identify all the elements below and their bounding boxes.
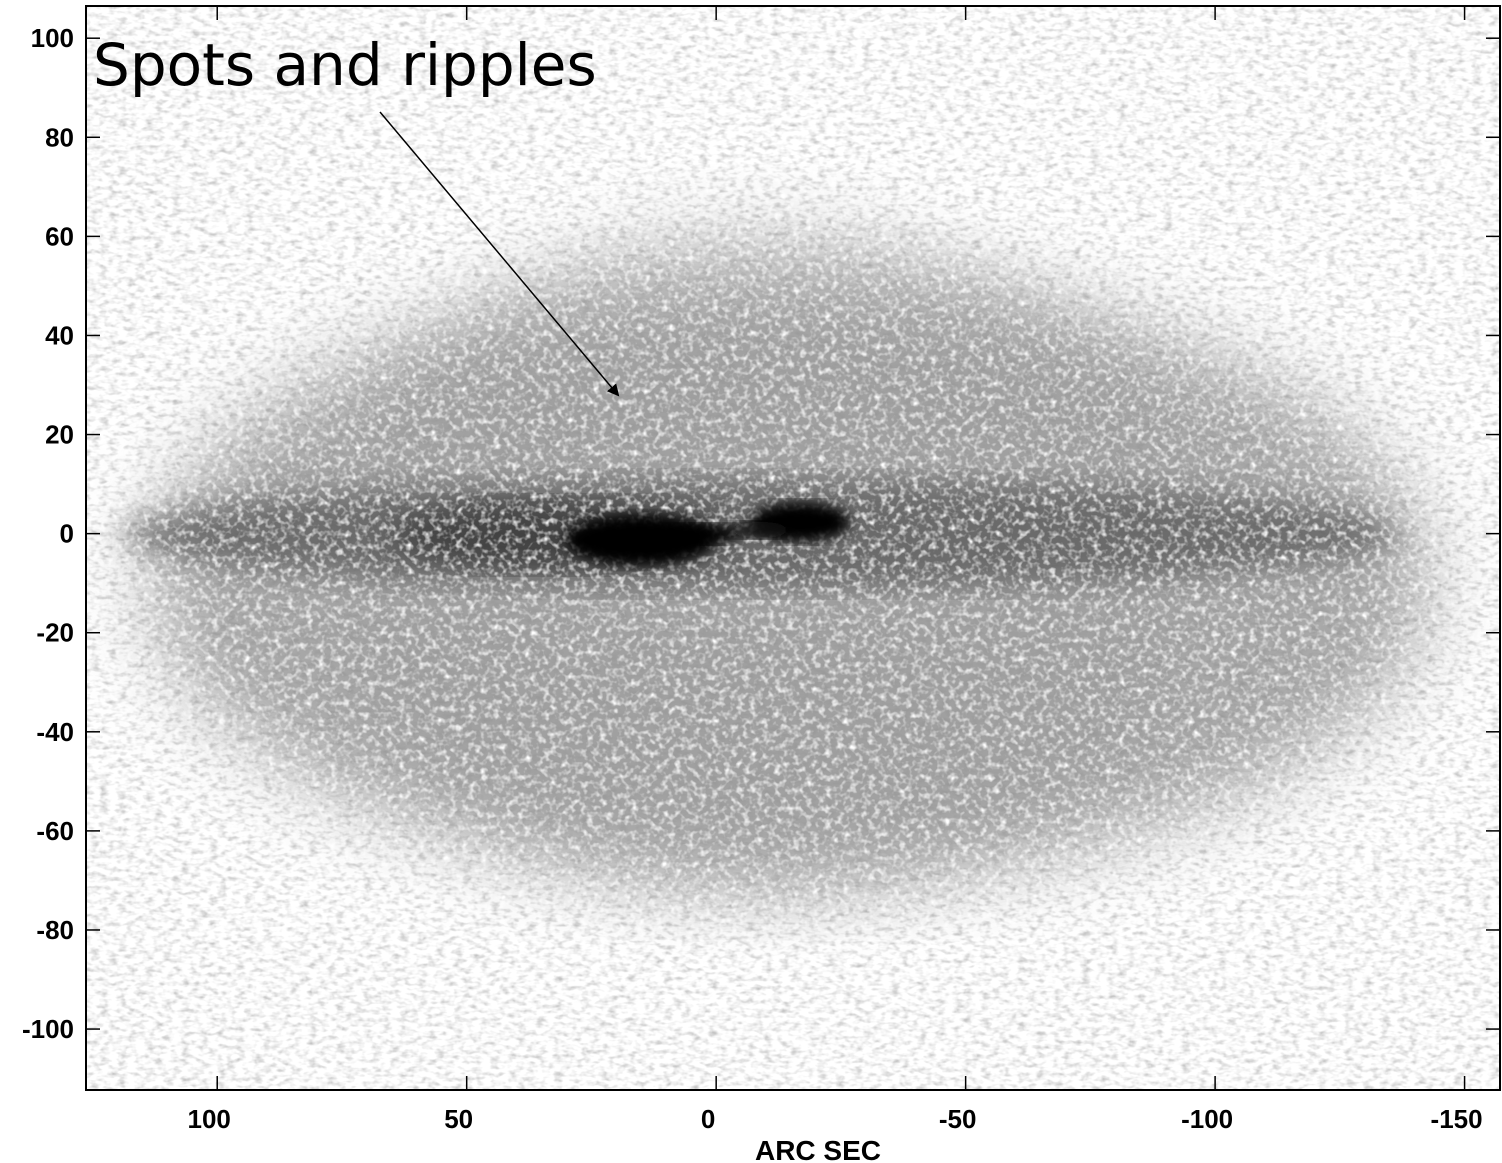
y-tick-label: 100	[31, 23, 74, 53]
y-tick-label: -40	[36, 717, 74, 747]
sky-image	[86, 6, 1500, 1090]
y-tick-label: -20	[36, 618, 74, 648]
x-tick-label: -100	[1181, 1104, 1233, 1134]
annotation-arrow	[379, 111, 620, 397]
y-tick-label: -60	[36, 816, 74, 846]
x-axis-label: ARC SEC	[755, 1135, 881, 1163]
y-tick-label: 0	[60, 519, 74, 549]
y-tick-label: -80	[36, 915, 74, 945]
x-tick-label: 50	[444, 1104, 473, 1134]
y-tick-label: 80	[45, 122, 74, 152]
y-tick-label: 20	[45, 420, 74, 450]
x-tick-label: -150	[1431, 1104, 1483, 1134]
y-tick-label: 40	[45, 320, 74, 350]
plot-frame	[85, 5, 1501, 1091]
y-tick-label: -100	[22, 1014, 74, 1044]
x-tick-label: 100	[188, 1104, 231, 1134]
x-tick-label: -50	[939, 1104, 977, 1134]
x-tick-label: 0	[701, 1104, 715, 1134]
annotation: Spots and ripples	[93, 31, 597, 99]
y-tick-label: 60	[45, 221, 74, 251]
